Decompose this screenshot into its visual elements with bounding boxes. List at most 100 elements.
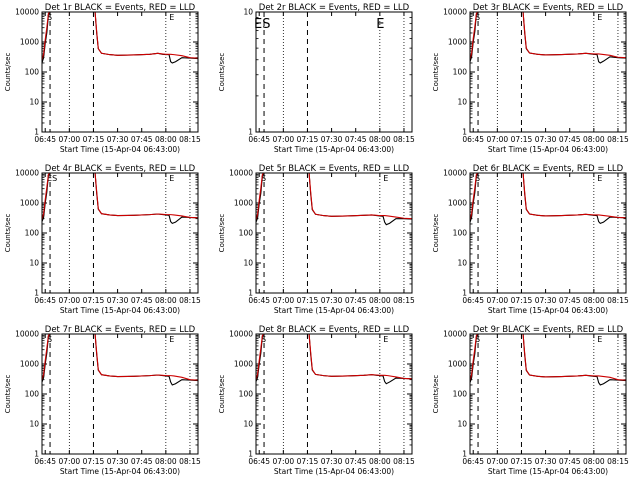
series-group [256,173,412,226]
marker-label: E [376,17,384,32]
y-tick-label: 1000 [20,199,39,208]
x-tick-label: 07:30 [107,296,129,305]
y-axis-label: Counts/sec [218,375,226,414]
y-tick-label: 1 [34,450,39,459]
y-tick-label: 10 [29,259,39,268]
y-tick-label: 100 [453,229,468,238]
panel-det-7: Det 7r BLACK = Events, RED = LLD Counts/s… [4,325,201,476]
y-axis-label: Counts/sec [4,214,12,253]
x-tick-label: 08:15 [393,296,415,305]
y-tick-label: 1 [248,128,253,137]
panel-title: Det 6r BLACK = Events, RED = LLD [473,164,624,174]
y-tick-label: 1 [462,128,467,137]
y-tick-label: 100 [25,68,40,77]
y-axis-label: Counts/sec [432,214,440,253]
panel-title: Det 3r BLACK = Events, RED = LLD [473,3,624,13]
x-tick-label: 07:45 [345,135,367,144]
marker-label: E [597,174,602,183]
x-tick-label: 07:00 [487,457,509,466]
x-tick-label: 08:00 [369,135,391,144]
y-axis-label: Counts/sec [432,375,440,414]
x-tick-label: 07:30 [107,135,129,144]
y-axis-label: Counts/sec [218,214,226,253]
x-tick-label: 08:15 [393,135,415,144]
x-tick-label: 07:15 [83,457,105,466]
y-axis-label: Counts/sec [218,53,226,92]
marker-label: S [47,335,52,344]
x-tick-label: 08:00 [155,457,177,466]
y-tick-label: 10000 [15,330,39,339]
panel-det-4: Det 4r BLACK = Events, RED = LLD Counts/s… [4,164,201,315]
marker-label: S [47,13,52,22]
x-tick-label: 08:00 [155,296,177,305]
series-group [470,12,626,64]
x-tick-label: 08:00 [583,296,605,305]
x-tick-label: 07:45 [559,457,581,466]
x-tick-label: 07:45 [131,135,153,144]
x-tick-label: 07:00 [273,457,295,466]
x-tick-label: 06:45 [248,457,270,466]
y-axis-label: Counts/sec [432,53,440,92]
x-tick-label: 08:15 [607,296,629,305]
x-tick-label: 07:30 [321,457,343,466]
x-tick-label: 06:45 [462,457,484,466]
y-tick-label: 100 [25,229,40,238]
y-axis-label: Counts/sec [4,375,12,414]
x-tick-label: 06:45 [462,135,484,144]
y-tick-label: 10 [29,98,39,107]
y-tick-label: 1000 [234,360,253,369]
x-tick-label: 07:15 [511,296,533,305]
x-tick-label: 07:15 [83,296,105,305]
marker-label: S [261,335,266,344]
panel-det-3: Det 3r BLACK = Events, RED = LLD Counts/s… [432,3,629,154]
panel-det-2: Det 2r BLACK = Events, RED = LLD Counts/s… [218,3,415,154]
y-tick-label: 10 [457,259,467,268]
x-tick-label: 07:15 [297,296,319,305]
events-series-line [256,173,412,226]
x-axis-label: Start Time (15-Apr-04 06:43:00) [60,306,180,315]
x-tick-label: 07:15 [511,135,533,144]
marker-label: S [261,174,266,183]
marker-label: E [383,174,388,183]
y-tick-label: 10 [457,420,467,429]
lld-series-line [42,173,198,220]
plot-frame [469,172,627,294]
y-tick-label: 100 [453,68,468,77]
x-tick-label: 07:00 [59,135,81,144]
x-tick-label: 07:00 [273,135,295,144]
y-tick-label: 10 [457,98,467,107]
x-tick-label: 07:45 [345,296,367,305]
x-tick-label: 07:00 [487,135,509,144]
x-tick-label: 07:30 [535,457,557,466]
x-tick-label: 07:15 [511,457,533,466]
panel-det-1: Det 1r BLACK = Events, RED = LLD Counts/s… [4,3,201,154]
x-tick-label: 07:15 [297,457,319,466]
marker-label: ES [47,174,57,183]
y-tick-label: 10000 [229,330,253,339]
x-tick-label: 08:15 [607,135,629,144]
events-series-line [42,334,198,386]
marker-label: S [475,174,480,183]
y-axis-label: Counts/sec [4,53,12,92]
x-tick-label: 07:00 [273,296,295,305]
panel-title: Det 4r BLACK = Events, RED = LLD [45,164,196,174]
x-tick-label: 07:15 [297,135,319,144]
x-tick-label: 07:45 [559,296,581,305]
x-tick-label: 06:45 [248,135,270,144]
y-tick-label: 10 [243,8,253,17]
y-tick-label: 1000 [448,38,467,47]
y-tick-label: 1 [248,289,253,298]
series-group [470,173,626,224]
y-tick-label: 1 [462,289,467,298]
series-group [42,334,198,386]
lld-series-line [42,334,198,381]
x-tick-label: 07:00 [59,296,81,305]
y-tick-label: 1000 [20,360,39,369]
x-tick-label: 06:45 [34,296,56,305]
y-tick-label: 100 [453,390,468,399]
x-tick-label: 07:45 [131,296,153,305]
y-tick-label: 1 [34,289,39,298]
panel-det-5: Det 5r BLACK = Events, RED = LLD Counts/s… [218,164,415,315]
x-tick-label: 08:15 [393,457,415,466]
